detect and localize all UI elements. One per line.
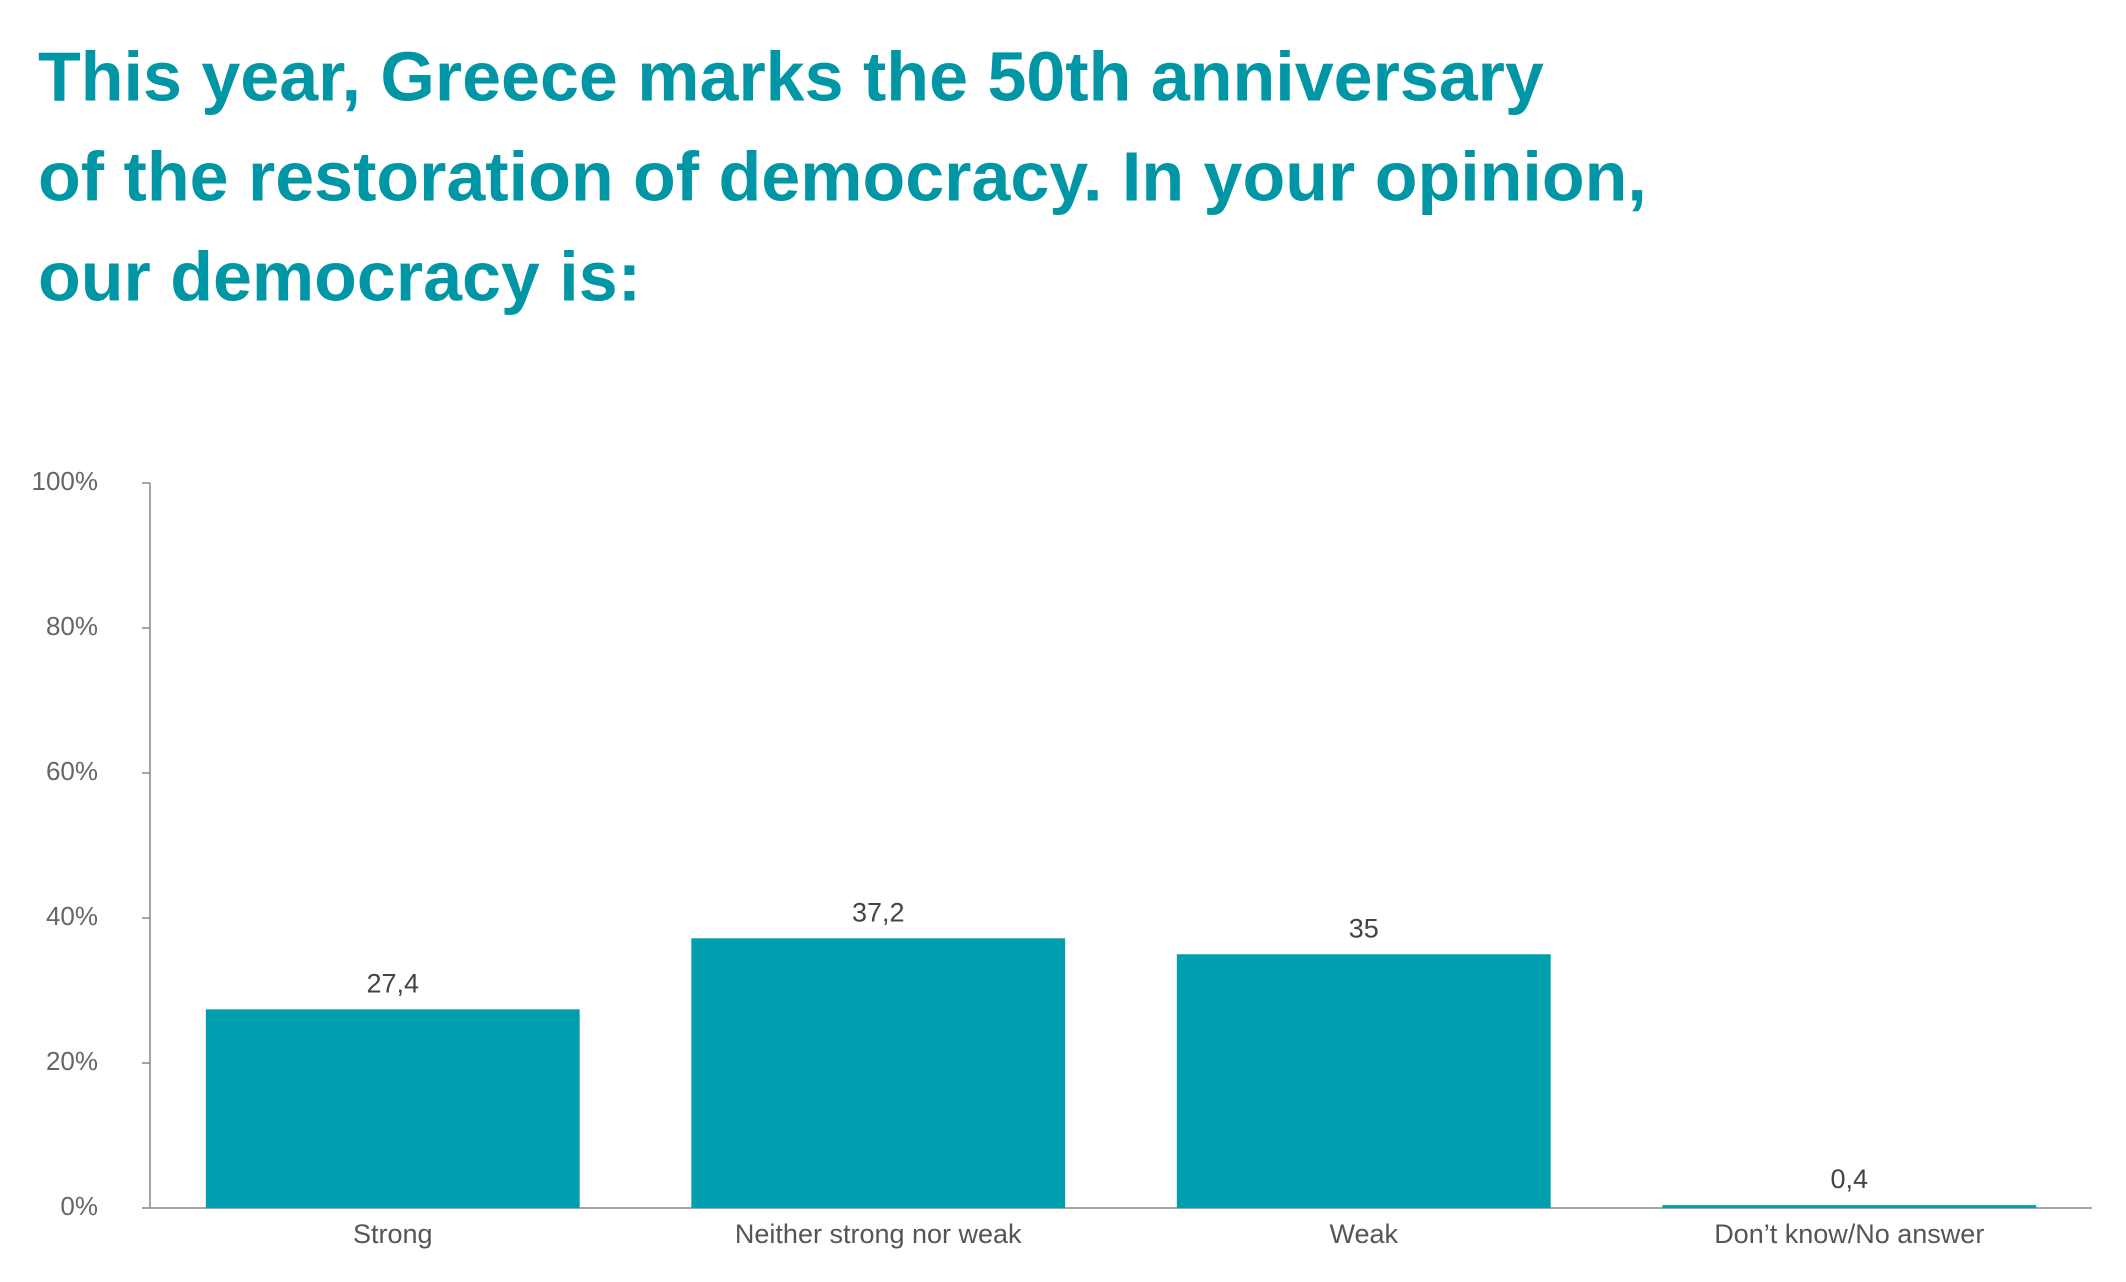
chart-title: of the restoration of democracy. In your… — [38, 137, 1647, 215]
bar — [205, 1009, 580, 1208]
y-tick-label: 40% — [46, 901, 98, 931]
y-tick-label: 80% — [46, 611, 98, 641]
value-label: 0,4 — [1830, 1164, 1868, 1194]
value-label: 35 — [1349, 913, 1379, 943]
bar — [1176, 954, 1551, 1208]
x-tick-label: Weak — [1329, 1219, 1398, 1249]
bar — [691, 938, 1066, 1208]
value-label: 27,4 — [366, 968, 419, 998]
x-tick-label: Don’t know/No answer — [1714, 1219, 1984, 1249]
y-tick-label: 20% — [46, 1046, 98, 1076]
value-label: 37,2 — [852, 897, 905, 927]
x-tick-label: Strong — [353, 1219, 433, 1249]
chart-title: our democracy is: — [38, 237, 641, 315]
y-tick-label: 60% — [46, 756, 98, 786]
x-tick-label: Neither strong nor weak — [735, 1219, 1022, 1249]
y-tick-label: 100% — [32, 466, 99, 496]
chart-title: This year, Greece marks the 50th anniver… — [38, 37, 1544, 115]
bar — [1662, 1205, 2037, 1208]
y-tick-label: 0% — [60, 1191, 98, 1221]
